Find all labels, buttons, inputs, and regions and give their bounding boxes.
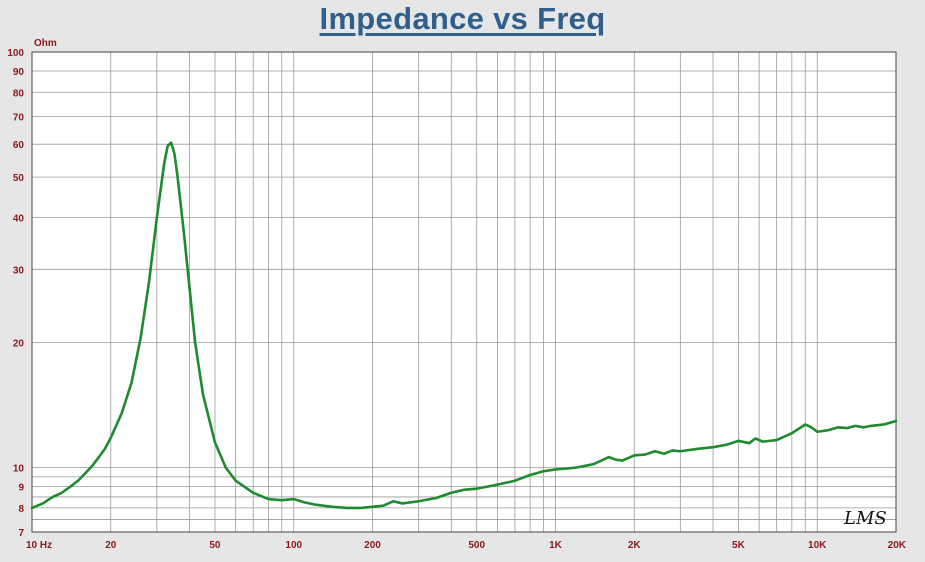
- lms-watermark: LMS: [843, 508, 887, 529]
- y-tick-label: 9: [18, 483, 24, 494]
- y-tick-label: 20: [13, 339, 25, 350]
- x-tick-label: 50: [209, 540, 221, 551]
- y-tick-label: 50: [13, 173, 25, 184]
- y-tick-label: 7: [18, 528, 24, 539]
- grid-lines: [31, 51, 897, 533]
- y-tick-label: 10: [13, 464, 25, 475]
- x-tick-label: 5K: [732, 540, 746, 551]
- chart-title: Impedance vs Freq: [319, 1, 606, 36]
- y-tick-label: 70: [13, 112, 25, 123]
- x-tick-label: 200: [364, 540, 381, 551]
- y-axis-unit-label: Ohm: [34, 38, 57, 49]
- y-tick-label: 100: [7, 48, 24, 59]
- x-tick-label: 100: [285, 540, 302, 551]
- x-tick-label: 20K: [888, 540, 907, 551]
- y-tick-label: 30: [13, 265, 25, 276]
- impedance-series-line: [30, 141, 898, 510]
- plot-frame: [31, 51, 897, 533]
- y-tick-label: 40: [13, 213, 25, 224]
- y-tick-label: 90: [13, 67, 25, 78]
- x-tick-label: 500: [468, 540, 485, 551]
- y-tick-label: 60: [13, 140, 25, 151]
- y-axis-ticks: 7 8 9 10 20 30 40 50 60 70 80 90 100: [7, 48, 24, 539]
- x-tick-label: 20: [105, 540, 117, 551]
- y-tick-label: 80: [13, 88, 25, 99]
- x-tick-label: 2K: [628, 540, 642, 551]
- x-axis-ticks: 10 Hz 20 50 100 200 500 1K 2K 5K 10K 20K: [26, 540, 907, 551]
- plot-area: [32, 52, 896, 532]
- x-tick-label: 1K: [549, 540, 563, 551]
- x-tick-label: 10 Hz: [26, 540, 52, 551]
- x-tick-label: 10K: [808, 540, 827, 551]
- y-tick-label: 8: [18, 504, 24, 515]
